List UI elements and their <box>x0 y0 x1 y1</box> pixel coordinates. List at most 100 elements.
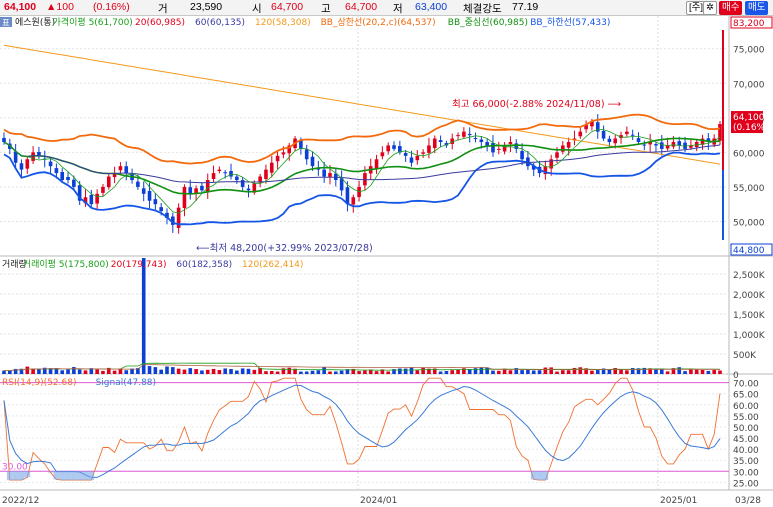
candle <box>269 162 274 173</box>
rsi-oversold-fill <box>542 471 549 481</box>
volume-bar <box>363 370 367 374</box>
volume-bar <box>171 367 175 374</box>
price-legend-item: 20(60,985) <box>135 18 185 28</box>
volume-bar <box>537 370 542 374</box>
price-change: ▲100 <box>46 1 74 13</box>
legend-tag: 표 <box>2 19 10 29</box>
volume-bar <box>31 368 35 374</box>
buy-button[interactable]: 매수 <box>719 1 743 15</box>
volume-bar <box>287 367 292 374</box>
volume-bar <box>491 370 495 374</box>
candle <box>630 134 635 136</box>
volume-tick-label: 1,000K <box>733 331 766 341</box>
sell-button[interactable]: 매도 <box>745 1 769 15</box>
volume-bar <box>153 367 158 374</box>
candle <box>316 168 321 170</box>
volume-bar <box>473 368 478 374</box>
volume-bar <box>165 366 169 374</box>
volume-bar <box>194 369 198 374</box>
volume-bar <box>83 370 88 374</box>
volume-bar <box>398 368 402 374</box>
candle <box>182 186 187 209</box>
candle <box>275 155 280 162</box>
candle <box>578 131 583 137</box>
volume-bar <box>246 368 251 374</box>
volume-bar <box>485 367 489 374</box>
price-tick-label: 55,000 <box>733 184 765 194</box>
candle <box>409 157 414 163</box>
volume-bar <box>572 367 577 374</box>
candle <box>496 148 501 150</box>
candle <box>101 186 105 193</box>
current-price-label: 64,100 <box>733 113 765 123</box>
candle <box>136 181 140 187</box>
volume-bar <box>95 369 99 374</box>
candle <box>124 166 129 174</box>
volume-bar <box>438 371 443 374</box>
rsi-oversold-fill <box>65 471 71 481</box>
volume-bar <box>77 369 82 374</box>
rsi-tick-label: 60.00 <box>733 402 759 412</box>
low-value: 63,400 <box>415 1 448 13</box>
volume-bar <box>89 368 94 374</box>
volume-bar <box>124 370 129 374</box>
rsi-tick-label: 40.00 <box>733 446 759 456</box>
bb-mid-line <box>3 137 721 195</box>
low-annotation: ⟵최저 48,200(+32.99% 2023/07/28) <box>196 243 373 254</box>
volume-bar <box>357 371 361 374</box>
high-label: 고 <box>321 3 331 15</box>
candle <box>229 171 233 177</box>
candle <box>595 122 600 132</box>
current-price-box <box>731 111 763 134</box>
candle <box>258 176 262 183</box>
volume-bar <box>235 370 239 374</box>
signal-line <box>3 384 721 478</box>
volume-bar <box>310 370 315 374</box>
volume-bar <box>299 371 303 374</box>
gear-icon[interactable]: ✲ <box>703 1 717 15</box>
rsi-oversold-fill <box>59 471 66 481</box>
volume-bar <box>706 370 711 374</box>
candle <box>502 145 507 152</box>
rsi-oversold-fill <box>82 471 89 481</box>
candle <box>240 180 245 187</box>
candle <box>351 197 356 205</box>
volume-bar <box>694 369 699 374</box>
volume-bar <box>601 368 606 374</box>
bb-upper-line <box>3 113 721 165</box>
price-legend-item: BB_중심선(60,985) <box>448 17 528 28</box>
candle <box>345 187 350 205</box>
candle <box>403 153 408 156</box>
candle <box>601 130 606 139</box>
candle <box>112 173 117 178</box>
volume-bar <box>304 371 309 374</box>
candle <box>549 159 553 169</box>
max-price-badge <box>730 16 773 29</box>
candle <box>281 152 286 155</box>
volume-bar <box>188 368 193 374</box>
candle <box>654 144 658 146</box>
candle <box>427 145 431 153</box>
stock-chart[interactable]: 최고 66,000(-2.88% 2024/11/08) ⟶ ⟵최저 48,200… <box>0 16 773 507</box>
volume-bar <box>380 369 385 374</box>
candle <box>659 142 664 149</box>
volume-bar <box>374 371 379 374</box>
volume-bar <box>211 368 216 374</box>
volume-bar <box>339 370 344 374</box>
volume-bar <box>671 368 676 374</box>
low-label: 저 <box>393 3 403 15</box>
volume-bar <box>665 371 670 374</box>
volume-bar <box>479 367 484 374</box>
volume-bar <box>619 369 623 374</box>
candle <box>60 172 65 180</box>
candle <box>223 172 228 174</box>
candle <box>159 207 163 212</box>
candle <box>77 185 82 201</box>
volume-bar <box>293 368 297 374</box>
candle <box>421 152 425 154</box>
candle <box>235 176 239 180</box>
current-pct-label: (0.16%) <box>733 123 769 133</box>
volume-bar <box>654 368 658 374</box>
candle <box>380 152 385 157</box>
candle <box>299 139 303 149</box>
